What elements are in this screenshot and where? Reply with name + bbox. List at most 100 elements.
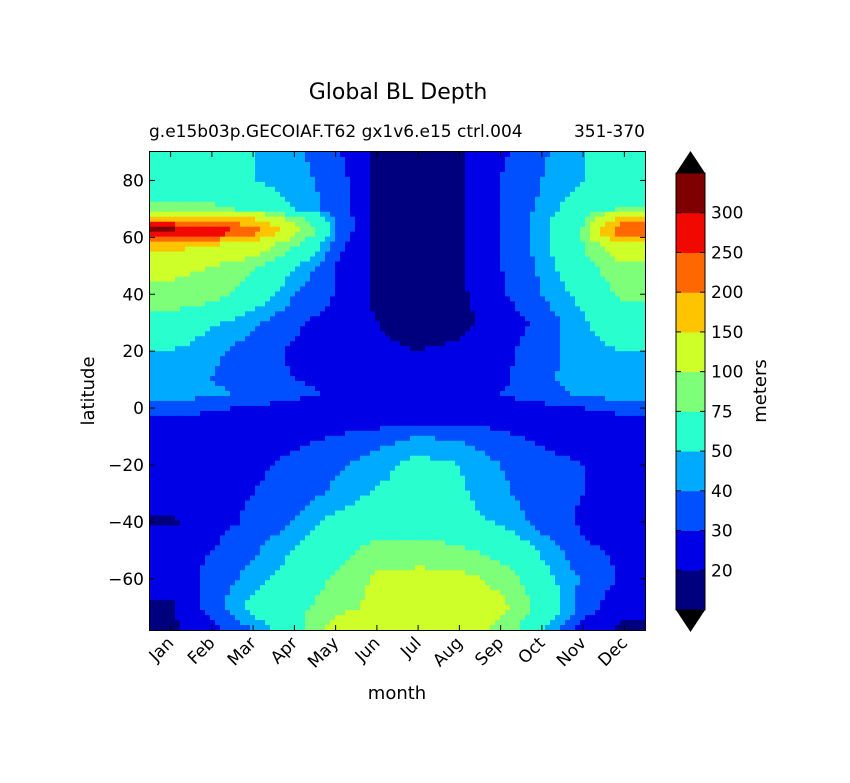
contour-cell (305, 386, 311, 392)
contour-cell (195, 251, 201, 258)
contour-cell (605, 161, 611, 168)
contour-cell (330, 176, 336, 183)
contour-cell (600, 381, 606, 387)
contour-cell (630, 306, 636, 312)
contour-cell (550, 266, 556, 273)
contour-cell (310, 341, 316, 347)
contour-cell (400, 156, 406, 163)
contour-cell (365, 281, 371, 288)
contour-cell (335, 381, 341, 387)
contour-cell (245, 216, 251, 223)
contour-cell (415, 281, 421, 288)
contour-cell (410, 276, 416, 283)
contour-cell (335, 376, 341, 382)
contour-cell (345, 152, 351, 158)
contour-cell (505, 181, 511, 188)
contour-cell (405, 306, 411, 312)
contour-cell (435, 196, 441, 203)
contour-cell (330, 156, 336, 163)
contour-cell (390, 351, 396, 357)
contour-cell (200, 191, 206, 198)
contour-cell (250, 356, 256, 362)
contour-cell (465, 291, 471, 297)
contour-cell (585, 281, 591, 288)
contour-cell (445, 331, 451, 337)
contour-cell (360, 236, 366, 243)
contour-cell (470, 271, 476, 278)
contour-cell (330, 166, 336, 173)
contour-cell (560, 236, 566, 243)
contour-cell (625, 251, 631, 258)
contour-cell (365, 256, 371, 263)
contour-cell (180, 395, 186, 402)
contour-cell (625, 211, 631, 218)
contour-cell (350, 236, 356, 243)
contour-cell (280, 266, 286, 273)
contour-cell (180, 306, 186, 312)
contour-cell (245, 221, 251, 228)
contour-cell (320, 400, 326, 407)
contour-cell (390, 166, 396, 173)
contour-cell (395, 161, 401, 168)
contour-cell (595, 166, 601, 173)
contour-cell (510, 386, 516, 392)
contour-cell (560, 156, 566, 163)
contour-cell (375, 176, 381, 183)
contour-cell (225, 361, 231, 367)
contour-cell (245, 236, 251, 243)
contour-cell (415, 166, 421, 173)
contour-cell (430, 291, 436, 297)
contour-cell (535, 156, 541, 163)
contour-cell (335, 196, 341, 203)
contour-cell (400, 346, 406, 352)
contour-cell (415, 326, 421, 332)
contour-cell (555, 286, 561, 293)
contour-cell (635, 181, 641, 188)
contour-cell (150, 316, 156, 322)
contour-cell (615, 291, 621, 297)
contour-cell (345, 241, 351, 248)
contour-cell (465, 286, 471, 293)
contour-cell (150, 226, 156, 233)
contour-cell (510, 216, 516, 223)
contour-cell (360, 386, 366, 392)
contour-cell (185, 171, 191, 178)
contour-cell (320, 211, 326, 218)
contour-cell (475, 341, 481, 347)
contour-cell (545, 221, 551, 228)
contour-cell (395, 226, 401, 233)
contour-cell (615, 276, 621, 283)
contour-cell (170, 261, 176, 268)
contour-cell (295, 306, 301, 312)
contour-cell (175, 261, 181, 268)
contour-cell (165, 336, 171, 342)
contour-cell (205, 152, 211, 158)
contour-cell (385, 236, 391, 243)
contour-cell (205, 176, 211, 183)
contour-cell (500, 296, 506, 302)
contour-cell (350, 395, 356, 402)
contour-cell (510, 266, 516, 273)
contour-cell (330, 251, 336, 258)
contour-cell (225, 336, 231, 342)
contour-cell (370, 391, 376, 397)
contour-cell (260, 326, 266, 332)
contour-cell (220, 366, 226, 372)
contour-cell (400, 196, 406, 203)
contour-cell (575, 376, 581, 382)
contour-cell (245, 226, 251, 233)
contour-cell (180, 316, 186, 322)
contour-cell (165, 400, 171, 407)
contour-cell (460, 306, 466, 312)
contour-cell (280, 156, 286, 163)
contour-cell (185, 231, 191, 238)
contour-cell (235, 331, 241, 337)
contour-cell (410, 381, 416, 387)
contour-cell (370, 311, 376, 317)
contour-cell (480, 346, 486, 352)
contour-cell (290, 171, 296, 178)
contour-cell (585, 276, 591, 283)
contour-cell (255, 161, 261, 168)
contour-cell (205, 321, 211, 327)
contour-cell (330, 236, 336, 243)
